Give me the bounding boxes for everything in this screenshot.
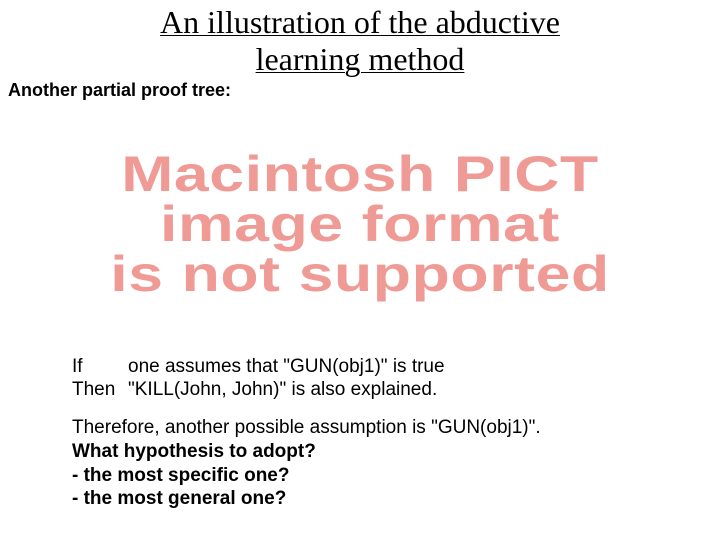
conclusion-line-3: - the most specific one? bbox=[72, 464, 680, 488]
slide-title: An illustration of the abductive learnin… bbox=[0, 0, 720, 78]
title-line-2: learning method bbox=[256, 41, 465, 77]
if-row: If one assumes that "GUN(obj1)" is true bbox=[72, 355, 680, 379]
if-label: If bbox=[72, 355, 128, 379]
pict-line-3: is not supported bbox=[0, 249, 720, 299]
pict-line-2: image format bbox=[0, 199, 720, 249]
pict-unsupported-message: Macintosh PICT image format is not suppo… bbox=[0, 149, 720, 299]
conclusion-line-1: Therefore, another possible assumption i… bbox=[72, 416, 680, 440]
if-then-block: If one assumes that "GUN(obj1)" is true … bbox=[0, 355, 720, 403]
then-label: Then bbox=[72, 378, 128, 402]
conclusion-line-4: - the most general one? bbox=[72, 487, 680, 511]
pict-line-1: Macintosh PICT bbox=[0, 149, 720, 199]
conclusion-line-2: What hypothesis to adopt? bbox=[72, 440, 680, 464]
then-text: "KILL(John, John)" is also explained. bbox=[128, 378, 437, 402]
title-line-1: An illustration of the abductive bbox=[160, 4, 560, 40]
if-text: one assumes that "GUN(obj1)" is true bbox=[128, 355, 445, 379]
subtitle: Another partial proof tree: bbox=[0, 80, 720, 101]
conclusion-block: Therefore, another possible assumption i… bbox=[0, 416, 720, 511]
then-row: Then "KILL(John, John)" is also explaine… bbox=[72, 378, 680, 402]
